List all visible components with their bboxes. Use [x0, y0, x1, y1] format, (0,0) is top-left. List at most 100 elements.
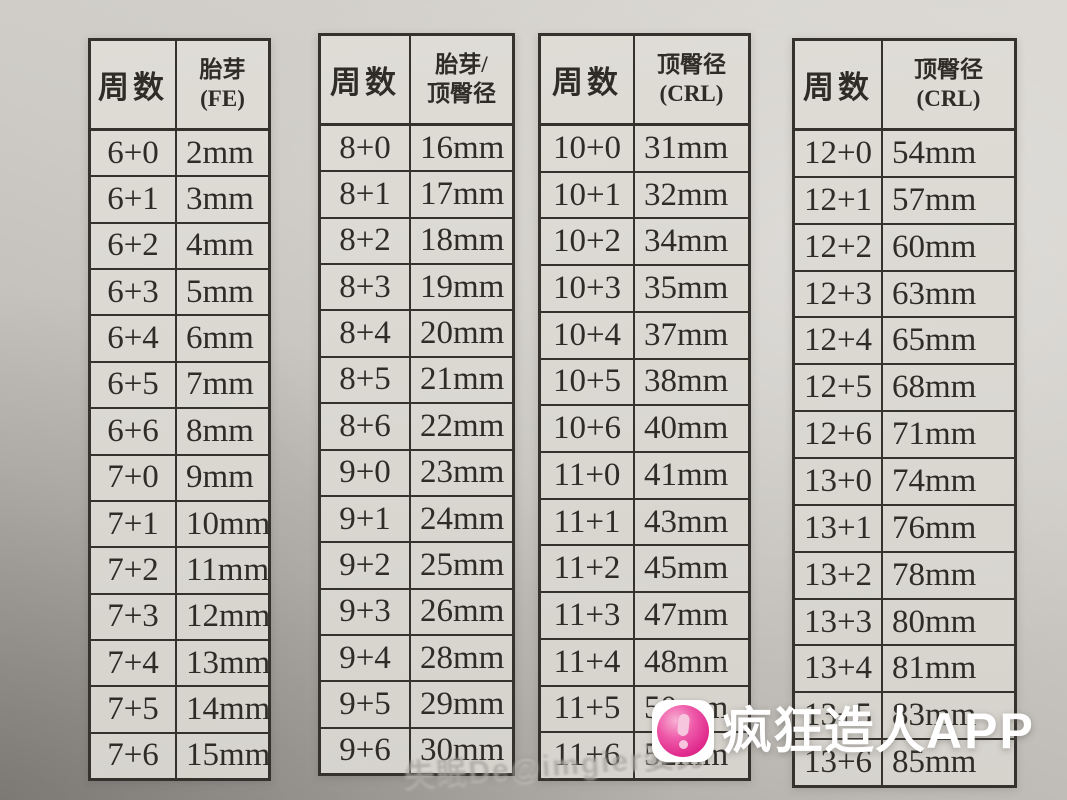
value-cell: 80mm: [892, 603, 977, 640]
week-cell: 8+4: [321, 311, 411, 356]
table-header: 周数 胎芽/ 顶臀径: [321, 36, 512, 126]
table-row: 11+1 43mm: [541, 497, 748, 545]
table-row: 13+5 83mm: [795, 691, 1014, 739]
week-cell: 11+3: [541, 593, 635, 638]
table-row: 6+1 3mm: [91, 175, 268, 222]
table-body: 12+0 54mm 12+1 57mm 12+2 60mm 12+3 63mm …: [795, 131, 1014, 786]
table-row: 12+2 60mm: [795, 222, 1014, 270]
table-row: 9+5 29mm: [321, 680, 512, 727]
value-cell: 16mm: [420, 129, 505, 166]
table-row: 6+6 8mm: [91, 407, 268, 454]
week-cell: 12+1: [795, 177, 883, 223]
table-row: 13+1 76mm: [795, 503, 1014, 551]
table-row: 7+0 9mm: [91, 453, 268, 500]
week-cell: 11+0: [541, 453, 635, 498]
table-row: 13+2 78mm: [795, 550, 1014, 598]
value-cell: 22mm: [420, 407, 505, 444]
week-cell: 10+6: [541, 406, 635, 452]
value-cell: 30mm: [420, 732, 505, 769]
value-cell: 5mm: [186, 273, 254, 310]
value-cell: 71mm: [892, 416, 977, 453]
table-row: 9+0 23mm: [321, 448, 512, 495]
measurement-table-weeks-8-9: 周数 胎芽/ 顶臀径 8+0 16mm 8+1 17mm 8+2 18mm 8+…: [318, 33, 515, 776]
table-row: 7+4 13mm: [91, 638, 270, 686]
table-row: 7+6 15mm: [91, 731, 271, 779]
value-cell: 24mm: [420, 500, 505, 537]
week-cell: 6+5: [91, 362, 177, 408]
value-cell: 60mm: [892, 228, 977, 265]
measure-header-line1: 胎芽/: [435, 51, 488, 77]
table-row: 10+1 32mm: [541, 170, 748, 218]
table-row: 13+0 74mm: [795, 457, 1014, 504]
value-cell: 10mm: [186, 505, 271, 542]
table-row: 10+2 34mm: [541, 217, 748, 265]
table-row: 11+0 41mm: [541, 451, 748, 498]
table-row: 12+0 54mm: [795, 131, 1014, 176]
table-row: 6+2 4mm: [91, 221, 268, 269]
value-cell: 32mm: [644, 176, 729, 213]
table-header: 周数 顶臀径 (CRL): [795, 41, 1014, 131]
value-cell: 38mm: [644, 363, 729, 400]
value-cell: 28mm: [420, 639, 505, 676]
app-watermark-text: 疯狂造人APP: [722, 700, 1035, 762]
table-row: 8+0 16mm: [321, 126, 512, 171]
value-cell: 15mm: [186, 737, 271, 774]
week-cell: 10+3: [541, 266, 635, 311]
week-cell: 12+2: [795, 224, 883, 270]
week-cell: 9+1: [321, 496, 411, 542]
value-cell: 7mm: [186, 366, 254, 403]
table-row: 13+3 80mm: [795, 597, 1014, 645]
table-row: 8+4 20mm: [321, 309, 512, 356]
week-cell: 10+2: [541, 219, 635, 265]
value-cell: 81mm: [892, 650, 977, 687]
value-cell: 2mm: [186, 134, 254, 171]
week-cell: 9+2: [321, 543, 411, 588]
value-cell: 78mm: [892, 556, 977, 593]
week-cell: 12+0: [795, 131, 883, 176]
table-row: 9+1 24mm: [321, 494, 512, 542]
value-cell: 23mm: [420, 454, 505, 491]
table-row: 10+6 40mm: [541, 404, 748, 452]
table-row: 7+3 12mm: [91, 592, 270, 639]
measure-header-line1: 顶臀径: [914, 56, 983, 82]
week-cell: 12+5: [795, 365, 883, 411]
table-row: 11+2 45mm: [541, 544, 748, 592]
week-cell: 8+0: [321, 126, 411, 171]
measure-column-header: 顶臀径 (CRL): [883, 41, 1014, 128]
table-row: 9+3 26mm: [321, 587, 512, 634]
value-cell: 40mm: [644, 410, 729, 447]
table-row: 6+0 2mm: [91, 131, 268, 176]
table-row: 8+1 17mm: [321, 170, 512, 217]
week-cell: 10+0: [541, 126, 635, 171]
table-row: 12+5 68mm: [795, 363, 1014, 411]
table-row: 10+4 37mm: [541, 310, 748, 358]
table-row: 8+6 22mm: [321, 402, 512, 449]
table-row: 12+6 71mm: [795, 410, 1014, 458]
table-row: 13+6 85mm: [795, 738, 1014, 786]
week-cell: 7+3: [91, 594, 177, 639]
measure-header-line1: 胎芽: [199, 56, 246, 82]
week-cell: 13+5: [795, 693, 883, 739]
week-cell: 7+0: [91, 455, 177, 500]
week-cell: 6+2: [91, 223, 177, 269]
value-cell: 26mm: [420, 593, 505, 630]
week-cell: 6+0: [91, 131, 177, 176]
week-cell: 8+2: [321, 218, 411, 264]
week-cell: 13+4: [795, 646, 883, 692]
table-row: 12+1 57mm: [795, 175, 1014, 223]
week-cell: 12+4: [795, 318, 883, 364]
week-cell: 13+6: [795, 740, 883, 786]
week-cell: 7+6: [91, 733, 177, 779]
value-cell: 83mm: [892, 697, 977, 734]
value-cell: 63mm: [892, 275, 977, 312]
table-row: 10+0 31mm: [541, 126, 748, 171]
week-cell: 10+4: [541, 312, 635, 358]
value-cell: 34mm: [644, 223, 729, 260]
measurement-table-weeks-6-7: 周数 胎芽 (FE) 6+0 2mm 6+1 3mm 6+2 4mm 6+3 5…: [88, 38, 271, 781]
value-cell: 3mm: [186, 181, 254, 218]
value-cell: 48mm: [644, 643, 729, 680]
value-cell: 57mm: [892, 181, 977, 218]
table-row: 10+3 35mm: [541, 264, 748, 311]
week-cell: 7+5: [91, 687, 177, 732]
value-cell: 8mm: [186, 412, 254, 449]
